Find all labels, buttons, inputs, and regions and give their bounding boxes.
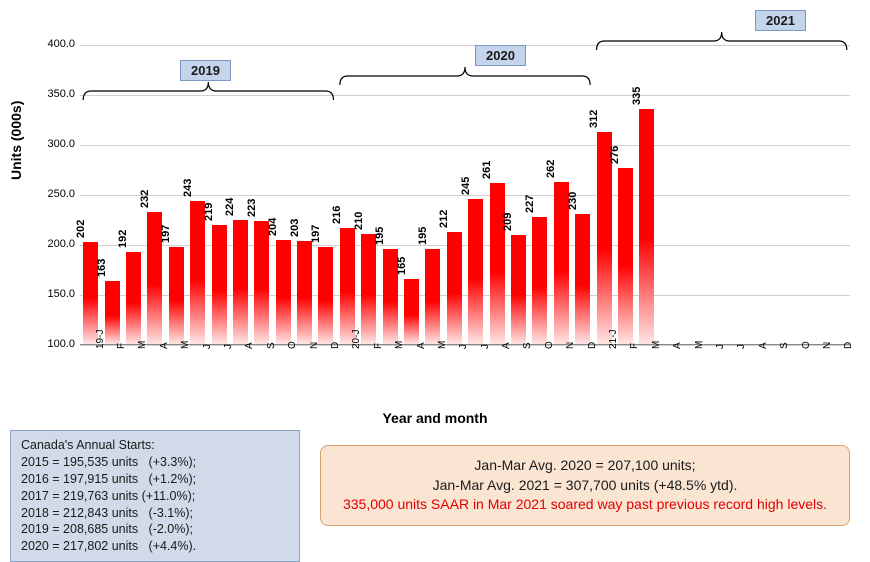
bar-value-label: 216 [331,206,343,224]
annual-row: 2019 = 208,685 units (-2.0%); [21,521,289,538]
bar [212,225,227,344]
bar-value-label: 261 [481,161,493,179]
annual-row: 2016 = 197,915 units (+1.2%); [21,471,289,488]
bar [468,199,483,344]
annual-starts-box: Canada's Annual Starts: 2015 = 195,535 u… [10,430,300,562]
avg-line2: Jan-Mar Avg. 2021 = 307,700 units (+48.5… [335,476,835,496]
bar [233,220,248,344]
bar-value-label: 204 [267,218,279,236]
x-tick: J [202,344,213,349]
bar [190,201,205,344]
avg-line1: Jan-Mar Avg. 2020 = 207,100 units; [335,456,835,476]
bar [105,281,120,344]
bar-value-label: 202 [75,220,87,238]
bar [532,217,547,344]
bar-value-label: 209 [502,213,514,231]
annual-row: 2015 = 195,535 units (+3.3%); [21,454,289,471]
x-tick: M [651,341,662,349]
y-tick: 350.0 [25,88,75,100]
x-tick: J [223,344,234,349]
bar-value-label: 165 [396,257,408,275]
x-tick: O [801,341,812,349]
chart-plot: 20219-J163F192M232A197M243J219J224A223S2… [80,45,850,345]
x-tick: J [458,344,469,349]
x-tick: A [672,342,683,349]
year-badge: 2020 [475,45,526,66]
x-tick: J [715,344,726,349]
bar-value-label: 232 [139,190,151,208]
x-tick: A [758,342,769,349]
bar [575,214,590,344]
bar [276,240,291,344]
bar-value-label: 219 [203,203,215,221]
y-tick: 300.0 [25,138,75,150]
x-tick: J [480,344,491,349]
bar [404,279,419,344]
bar [511,235,526,344]
annual-row: 2017 = 219,763 units (+11.0%); [21,488,289,505]
annual-title: Canada's Annual Starts: [21,437,289,454]
bar [361,234,376,344]
bar-value-label: 192 [117,230,129,248]
bar-value-label: 243 [182,179,194,197]
bar-value-label: 312 [588,110,600,128]
bar-value-label: 230 [567,192,579,210]
bar [425,249,440,344]
bar-value-label: 197 [310,225,322,243]
y-tick: 100.0 [25,338,75,350]
year-badge: 2021 [755,10,806,31]
bar [447,232,462,344]
bar-value-label: 245 [460,177,472,195]
bar-value-label: 210 [353,212,365,230]
bar [297,241,312,344]
bar-value-label: 197 [160,225,172,243]
bar-value-label: 195 [417,227,429,245]
x-tick: D [843,342,854,349]
avg-highlight: 335,000 units SAAR in Mar 2021 soared wa… [335,495,835,515]
bar [639,109,654,344]
y-tick: 400.0 [25,38,75,50]
x-tick: J [736,344,747,349]
year-badge: 2019 [180,60,231,81]
bar-value-label: 163 [96,259,108,277]
avg-summary-box: Jan-Mar Avg. 2020 = 207,100 units; Jan-M… [320,445,850,526]
bar [318,247,333,344]
bar [340,228,355,344]
bar-value-label: 227 [524,195,536,213]
y-tick: 150.0 [25,288,75,300]
y-tick: 250.0 [25,188,75,200]
x-tick: M [694,341,705,349]
x-axis-label: Year and month [0,410,870,426]
bar-value-label: 335 [631,87,643,105]
bar [490,183,505,344]
bar [618,168,633,344]
y-tick: 200.0 [25,238,75,250]
bar-value-label: 195 [374,227,386,245]
bar-value-label: 276 [609,146,621,164]
bar-value-label: 223 [246,199,258,217]
bar [254,221,269,344]
y-axis-label: Units (000s) [8,101,24,180]
bar-value-label: 212 [438,210,450,228]
annual-row: 2018 = 212,843 units (-3.1%); [21,505,289,522]
bar [126,252,141,344]
bar [169,247,184,344]
bar-value-label: 262 [545,160,557,178]
annual-row: 2020 = 217,802 units (+4.4%). [21,538,289,555]
bar-value-label: 203 [289,219,301,237]
x-tick: S [779,342,790,349]
bar-value-label: 224 [224,198,236,216]
x-tick: N [822,342,833,349]
